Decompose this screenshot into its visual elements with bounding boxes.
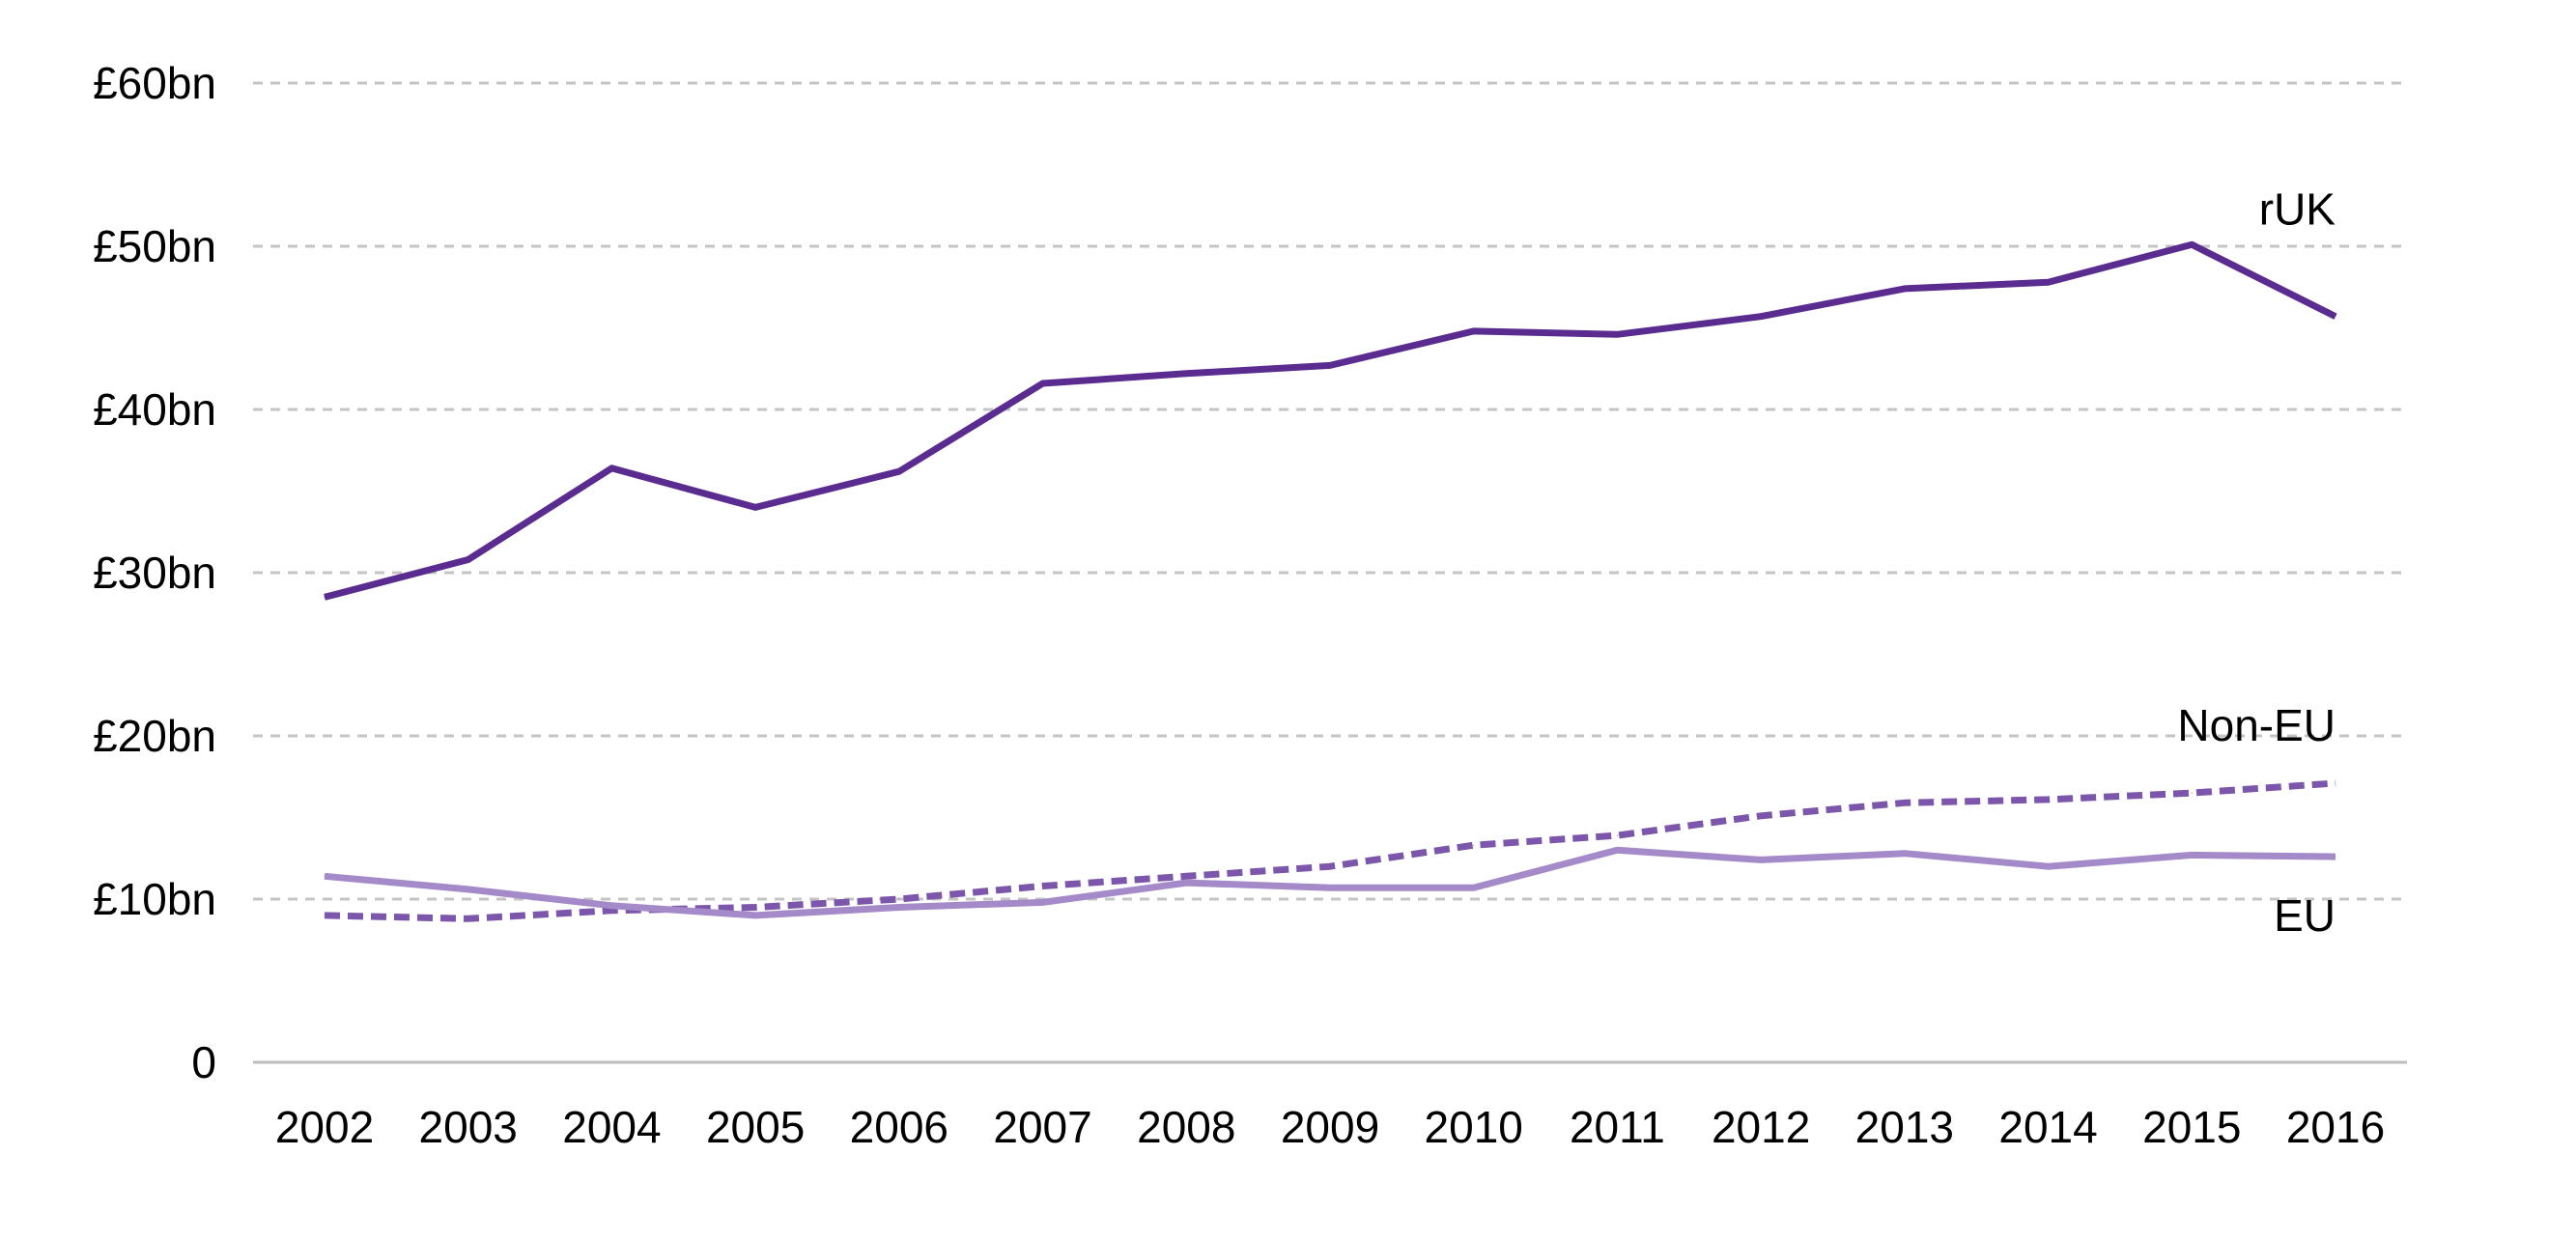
y-tick-label-0: 0 [191, 1037, 216, 1087]
x-tick-label-2006: 2006 [850, 1102, 948, 1152]
data-point-ruk-2003 [467, 558, 469, 560]
data-point-eu-2005 [754, 915, 756, 916]
data-point-ruk-2013 [1904, 288, 1906, 290]
x-tick-label-2003: 2003 [419, 1102, 518, 1152]
y-tick-label-10: £10bn [93, 874, 216, 924]
data-point-ruk-2008 [1185, 373, 1187, 375]
data-point-eu-2015 [2191, 854, 2193, 856]
data-point-ruk-2007 [1042, 382, 1044, 384]
data-point-eu-2013 [1904, 853, 1906, 855]
x-tick-label-2008: 2008 [1137, 1102, 1235, 1152]
data-point-ruk-2006 [898, 470, 900, 472]
data-point-non-eu-2008 [1185, 875, 1187, 877]
series-lines [324, 240, 2337, 922]
data-point-ruk-2005 [754, 506, 756, 508]
data-point-ruk-2016 [2335, 316, 2336, 318]
series-label-ruk: rUK [2259, 184, 2336, 235]
data-point-ruk-2015 [2191, 243, 2193, 245]
data-point-non-eu-2003 [467, 917, 469, 919]
series-label-eu: EU [2274, 890, 2335, 941]
data-point-non-eu-2006 [898, 898, 900, 900]
data-point-eu-2004 [610, 905, 612, 907]
data-point-eu-2002 [324, 875, 326, 877]
data-point-ruk-2004 [610, 467, 612, 469]
data-point-ruk-2014 [2048, 281, 2050, 283]
data-point-non-eu-2009 [1329, 865, 1331, 867]
x-tick-label-2002: 2002 [275, 1102, 374, 1152]
x-tick-label-2013: 2013 [1855, 1102, 1954, 1152]
data-point-ruk-2010 [1473, 330, 1475, 332]
data-point-eu-2016 [2335, 856, 2336, 858]
x-tick-label-2010: 2010 [1425, 1102, 1523, 1152]
data-point-eu-2007 [1042, 901, 1044, 903]
series-line-ruk [324, 240, 2337, 601]
data-point-non-eu-2015 [2191, 792, 2193, 794]
data-point-eu-2008 [1185, 882, 1187, 884]
data-point-ruk-2002 [324, 596, 326, 598]
data-point-non-eu-2002 [324, 915, 326, 916]
data-point-eu-2011 [1616, 849, 1618, 851]
gridlines [253, 81, 2407, 901]
x-tick-label-2012: 2012 [1712, 1102, 1810, 1152]
data-point-eu-2003 [467, 888, 469, 890]
y-tick-label-40: £40bn [93, 384, 216, 435]
data-point-non-eu-2016 [2335, 782, 2336, 784]
y-tick-label-30: £30bn [93, 548, 216, 598]
data-point-non-eu-2012 [1760, 815, 1762, 817]
y-tick-label-20: £20bn [93, 711, 216, 761]
data-point-non-eu-2007 [1042, 885, 1044, 887]
data-point-ruk-2012 [1760, 316, 1762, 318]
x-tick-label-2005: 2005 [706, 1102, 805, 1152]
x-tick-label-2016: 2016 [2286, 1102, 2385, 1152]
x-tick-label-2004: 2004 [562, 1102, 661, 1152]
data-point-non-eu-2004 [610, 910, 612, 912]
labels: 0 £10bn £20bn £30bn £40bn £50bn £60bn 2002 2003 2… [93, 58, 2385, 1152]
y-tick-label-60: £60bn [93, 58, 216, 108]
series-line-eu [324, 846, 2336, 919]
data-point-non-eu-2010 [1473, 844, 1475, 846]
y-tick-label-50: £50bn [93, 221, 216, 271]
data-point-non-eu-2014 [2048, 799, 2050, 801]
data-point-ruk-2011 [1616, 333, 1618, 335]
x-tick-label-2011: 2011 [1570, 1102, 1665, 1152]
data-point-non-eu-2011 [1616, 834, 1618, 836]
data-point-ruk-2009 [1329, 364, 1331, 366]
data-point-eu-2006 [898, 906, 900, 908]
series-label-non-eu: Non-EU [2177, 700, 2335, 750]
x-tick-label-2007: 2007 [993, 1102, 1091, 1152]
data-point-non-eu-2005 [754, 906, 756, 908]
x-tick-label-2015: 2015 [2142, 1102, 2241, 1152]
x-tick-label-2014: 2014 [1998, 1102, 2097, 1152]
data-point-eu-2014 [2048, 865, 2050, 867]
x-tick-label-2009: 2009 [1281, 1102, 1379, 1152]
